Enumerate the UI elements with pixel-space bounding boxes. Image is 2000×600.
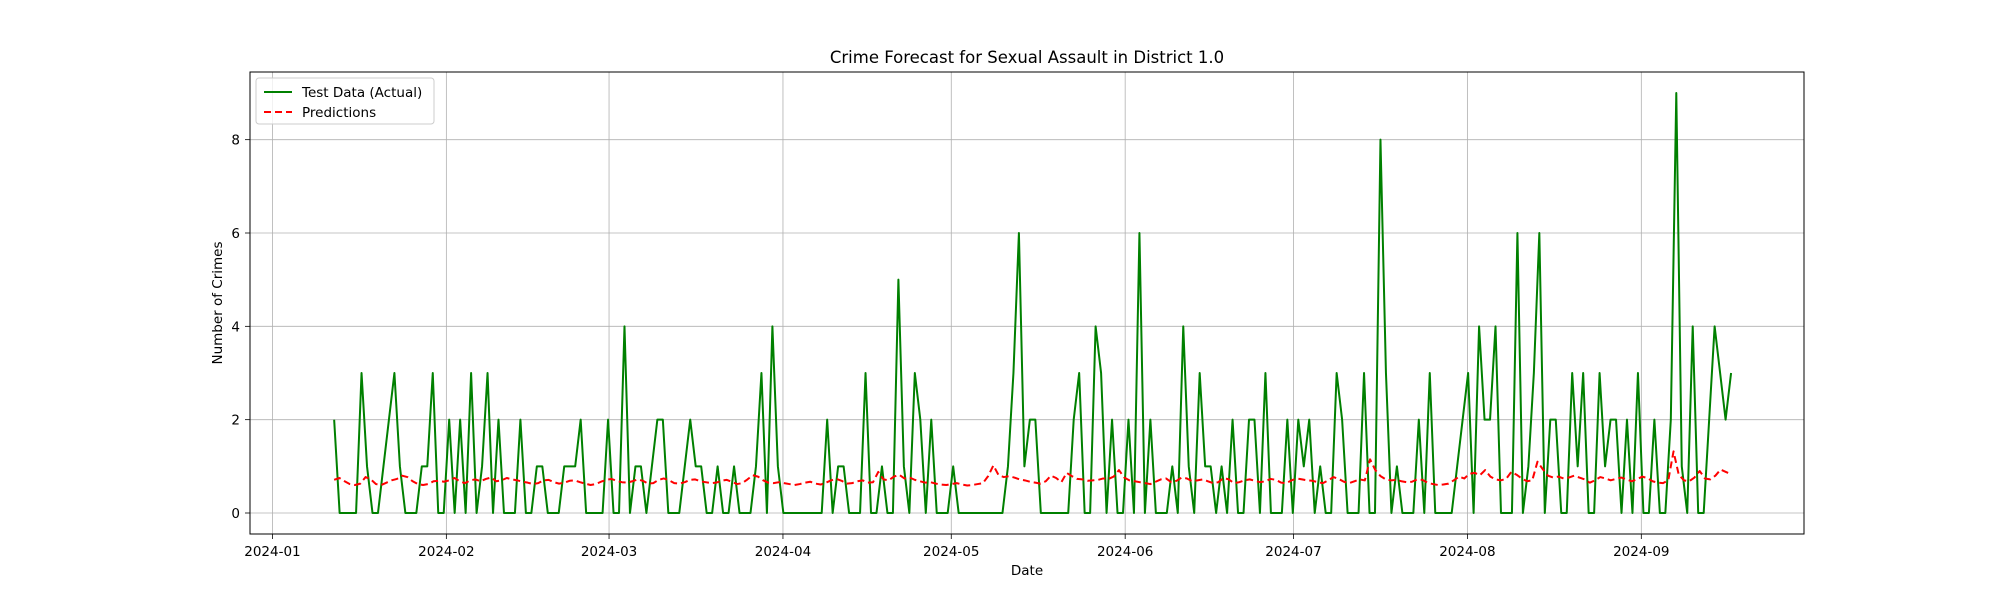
- legend-label-actual: Test Data (Actual): [301, 85, 422, 101]
- y-tick-label: 0: [231, 506, 240, 522]
- y-tick-label: 2: [231, 413, 240, 429]
- legend-label-predictions: Predictions: [302, 105, 376, 121]
- x-tick-label: 2024-04: [755, 544, 811, 560]
- legend-box: [255, 77, 435, 125]
- x-tick-label: 2024-01: [244, 544, 300, 560]
- x-tick-label: 2024-08: [1439, 544, 1495, 560]
- y-tick-label: 4: [231, 319, 240, 335]
- y-axis-label: Number of Crimes: [210, 241, 226, 364]
- plot-area-frame: [249, 71, 1805, 535]
- series-line-actual: [333, 92, 1733, 514]
- chart-title: Crime Forecast for Sexual Assault in Dis…: [830, 48, 1224, 67]
- x-tick-label: 2024-09: [1613, 544, 1669, 560]
- y-axis-ticks: 0 2 4 6 8: [231, 133, 250, 522]
- y-tick-label: 6: [231, 226, 240, 242]
- series-layer: [333, 92, 1733, 514]
- x-axis-ticks: 2024-01 2024-02 2024-03 2024-04 2024-05 2024-…: [244, 534, 1670, 560]
- series-line-predictions: [333, 450, 1732, 487]
- x-tick-label: 2024-06: [1097, 544, 1153, 560]
- x-tick-label: 2024-07: [1265, 544, 1321, 560]
- x-tick-label: 2024-02: [418, 544, 474, 560]
- x-axis-label: Date: [1011, 563, 1043, 579]
- y-tick-label: 8: [231, 133, 240, 149]
- x-tick-label: 2024-03: [581, 544, 637, 560]
- x-tick-label: 2024-05: [923, 544, 979, 560]
- legend: Test Data (Actual) Predictions: [255, 77, 435, 125]
